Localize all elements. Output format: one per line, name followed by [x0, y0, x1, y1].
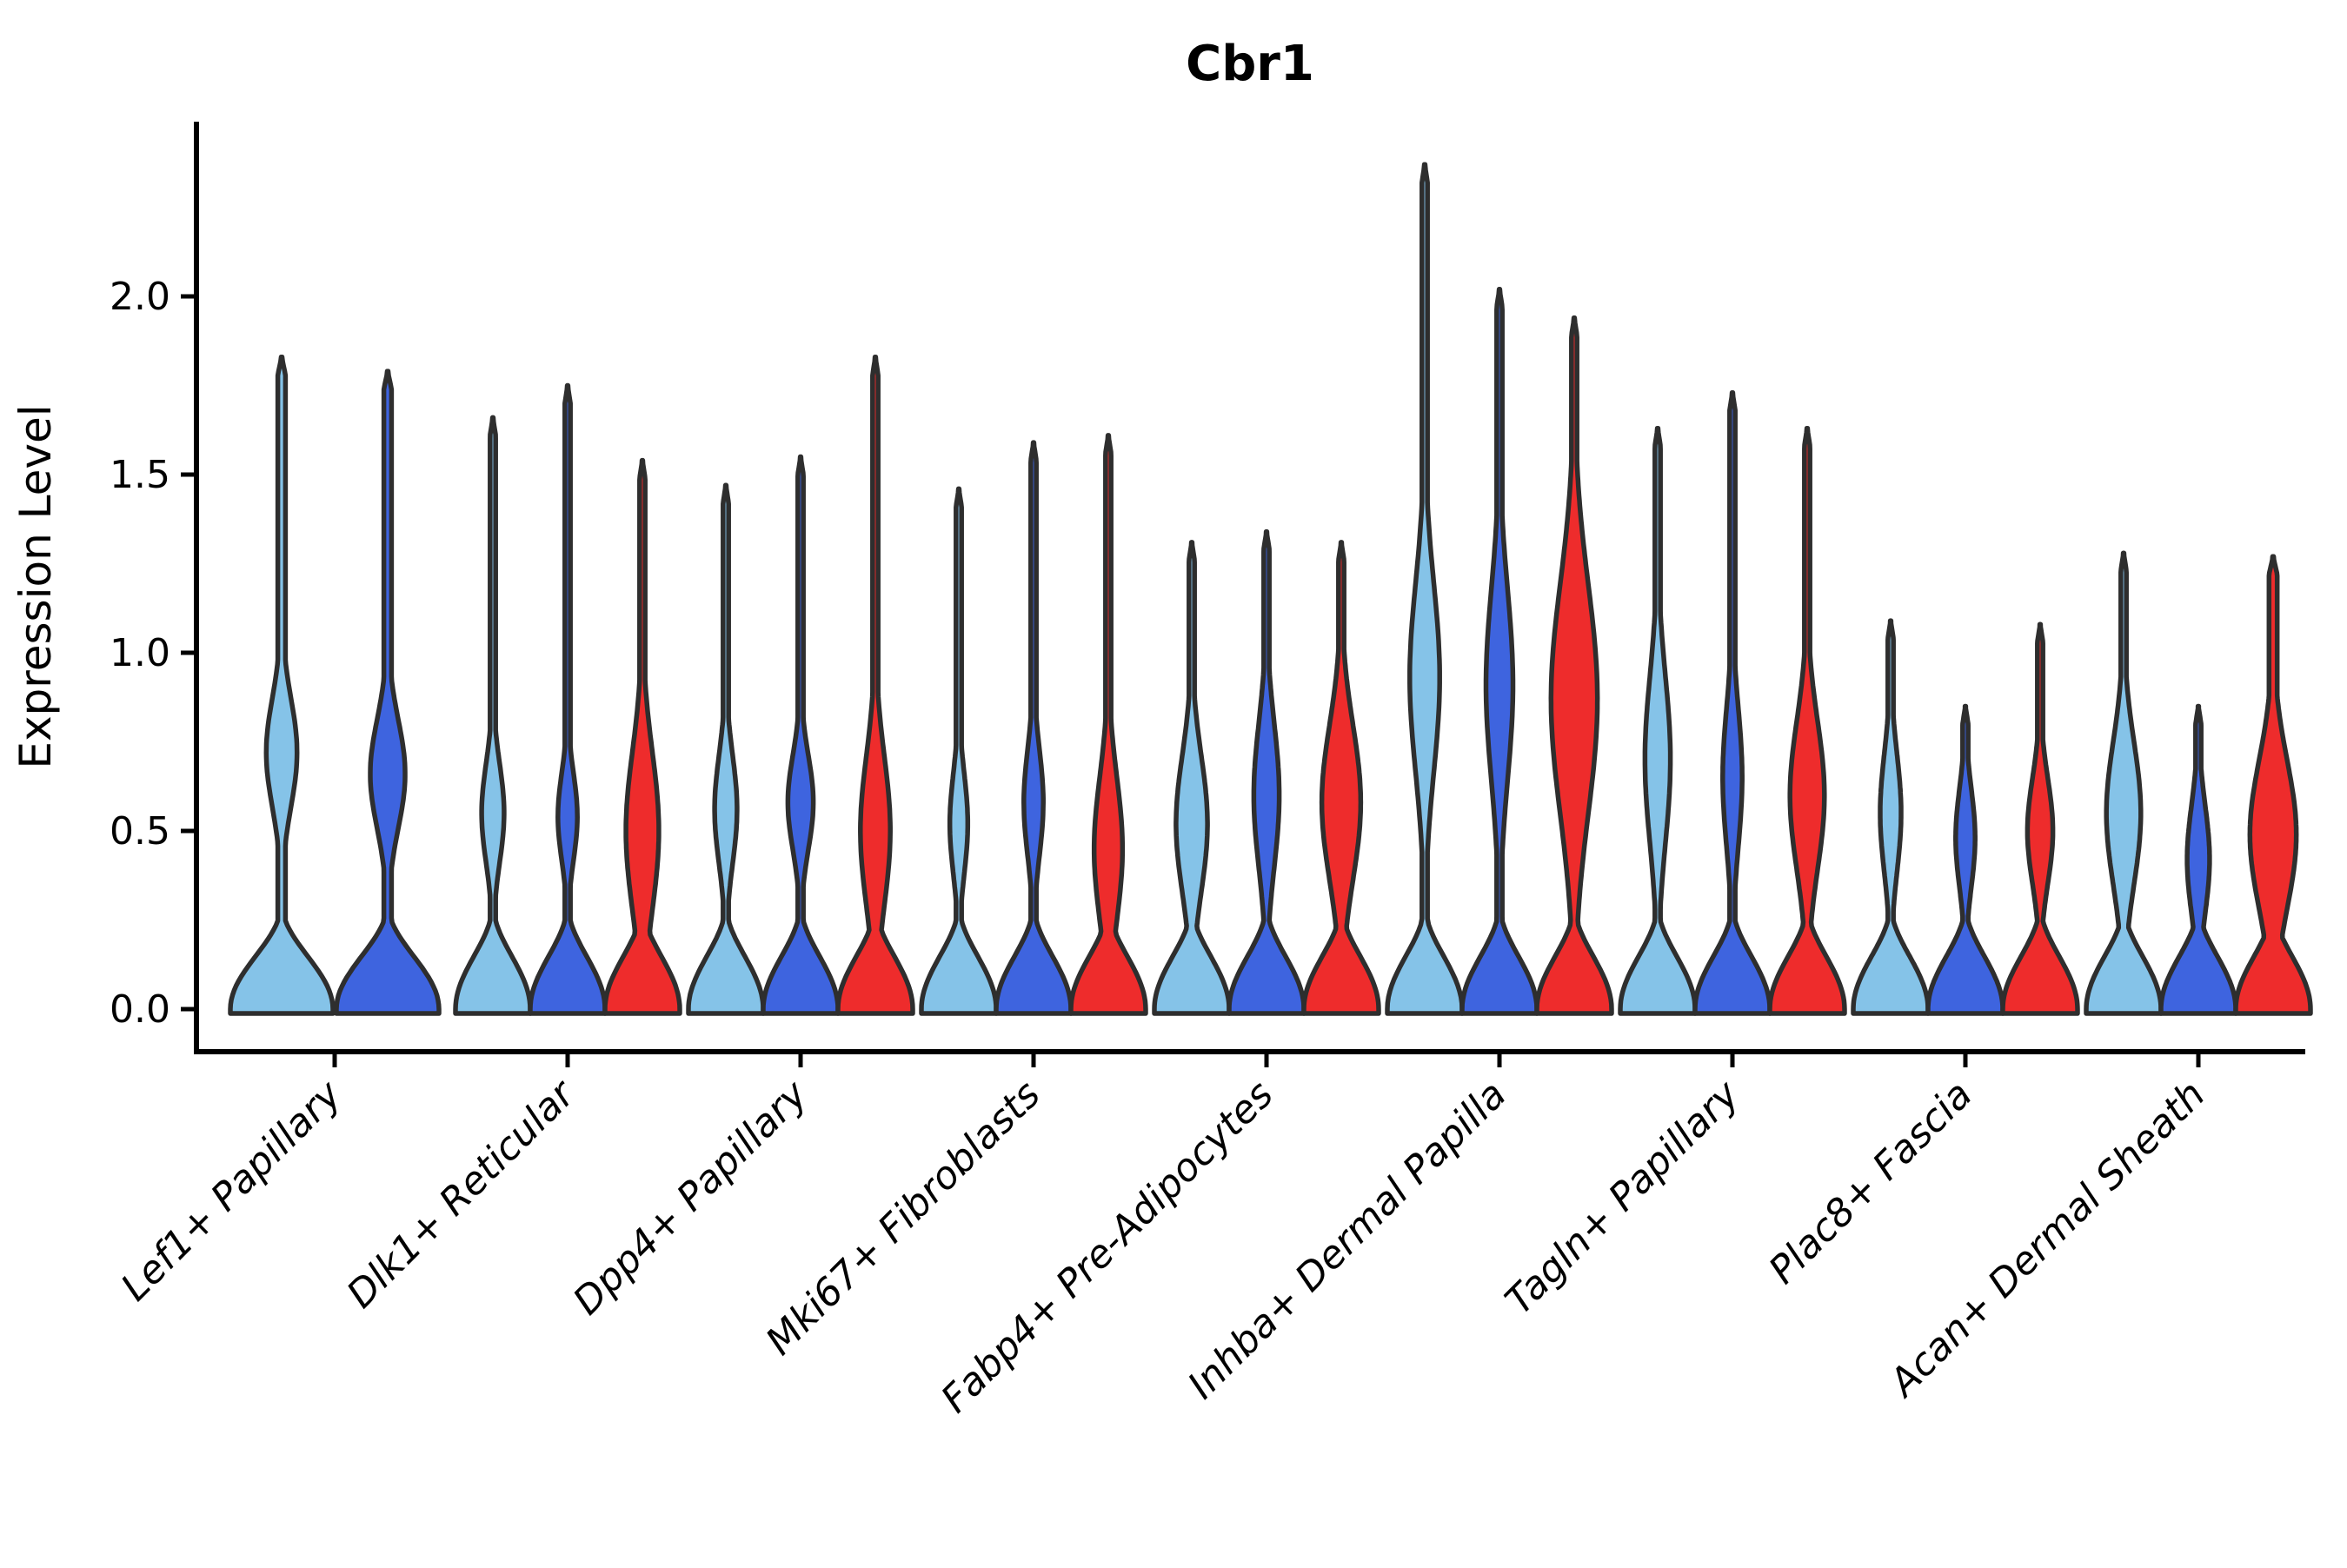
violin-inhba-dermal-papilla-light-blue: [1385, 162, 1465, 1016]
violin-acan-dermal-sheath-light-blue: [2084, 550, 2164, 1016]
x-tick-label: Tagln+ Papillary: [1497, 1072, 1748, 1323]
violin-mki67-fibroblasts-light-blue: [919, 486, 999, 1016]
x-tick-label: Dpp4+ Papillary: [565, 1072, 817, 1324]
violin-dlk1-reticular-light-blue: [453, 415, 533, 1016]
violin-mki67-fibroblasts-red: [1068, 433, 1148, 1016]
violin-tagln-papillary-light-blue: [1618, 425, 1698, 1016]
violin-plac8-fascia-red: [2000, 621, 2080, 1016]
y-tick-label: 1.0: [110, 631, 170, 675]
violin-dlk1-reticular-red: [602, 457, 682, 1016]
violin-plac8-fascia-light-blue: [1851, 618, 1931, 1016]
x-tick-label: Lef1+ Papillary: [113, 1072, 351, 1310]
violin-fabp4-pre-adipocytes-red: [1301, 540, 1381, 1016]
x-tick-label: Dlk1+ Reticular: [338, 1071, 584, 1317]
violin-tagln-papillary-dark-blue: [1692, 389, 1772, 1016]
violin-lef1-papillary-light-blue: [228, 354, 336, 1016]
violin-dlk1-reticular-dark-blue: [528, 382, 608, 1016]
violin-inhba-dermal-papilla-red: [1534, 315, 1614, 1016]
violin-dpp4-papillary-dark-blue: [761, 454, 841, 1016]
violin-dpp4-papillary-red: [835, 354, 915, 1016]
violin-mki67-fibroblasts-dark-blue: [994, 440, 1074, 1016]
violin-acan-dermal-sheath-red: [2233, 554, 2313, 1016]
violin-lef1-papillary-dark-blue: [334, 369, 442, 1016]
y-tick-label: 1.5: [110, 453, 170, 497]
violin-acan-dermal-sheath-dark-blue: [2158, 703, 2238, 1016]
chart-title: Cbr1: [1186, 36, 1314, 92]
violin-fabp4-pre-adipocytes-dark-blue: [1227, 528, 1306, 1016]
y-tick-label: 0.5: [110, 809, 170, 854]
y-tick-label: 0.0: [110, 987, 170, 1032]
x-tick-label: Plac8+ Fascia: [1760, 1073, 1980, 1292]
y-axis-label: Expression Level: [10, 404, 61, 768]
violin-tagln-papillary-red: [1767, 425, 1847, 1016]
violin-inhba-dermal-papilla-dark-blue: [1459, 287, 1539, 1016]
violin-dpp4-papillary-light-blue: [686, 482, 766, 1016]
violins-layer: [228, 162, 2313, 1016]
violin-fabp4-pre-adipocytes-light-blue: [1152, 540, 1232, 1016]
y-tick-label: 2.0: [110, 275, 170, 319]
violin-plac8-fascia-dark-blue: [1925, 703, 2005, 1016]
